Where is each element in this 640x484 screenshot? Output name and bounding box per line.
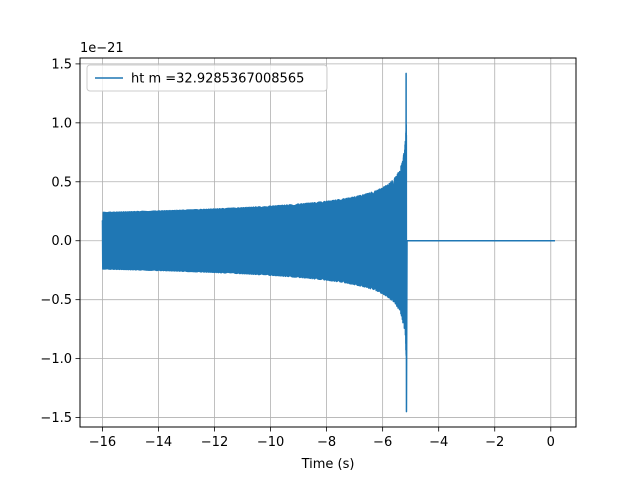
- y-tick-label: 0.5: [51, 175, 72, 190]
- y-tick-label: 1.0: [51, 116, 72, 131]
- x-tick-label: −4: [429, 435, 448, 450]
- legend-entry-label: ht m =32.9285367008565: [131, 72, 304, 87]
- y-tick-label: −1.5: [40, 411, 72, 426]
- x-tick-label: −2: [485, 435, 504, 450]
- x-tick-label: −8: [317, 435, 336, 450]
- series-layer: [101, 72, 555, 413]
- legend: ht m =32.9285367008565: [86, 64, 328, 92]
- plot-frame: [79, 57, 577, 428]
- y-tick-label: −0.5: [40, 293, 72, 308]
- y-tick-label: 1.5: [51, 57, 72, 72]
- x-tick-label: −6: [373, 435, 392, 450]
- x-axis-label: Time (s): [301, 457, 355, 472]
- x-tick-layer: −16 −14 −12 −10 −8 −6 −4 −2 0: [89, 427, 555, 450]
- x-tick-label: −10: [257, 435, 284, 450]
- x-tick-label: −16: [89, 435, 116, 450]
- legend-frame: [86, 64, 328, 92]
- grid-layer: [80, 58, 576, 427]
- series-line: [101, 72, 555, 413]
- y-tick-layer: −1.5 −1.0 −0.5 0.0 0.5 1.0 1.5: [40, 57, 80, 426]
- x-tick-label: 0: [547, 435, 555, 450]
- x-tick-label: −12: [201, 435, 228, 450]
- x-tick-label: −14: [145, 435, 172, 450]
- y-tick-label: 0.0: [51, 234, 72, 249]
- y-offset-text: 1e−21: [80, 41, 124, 56]
- y-tick-label: −1.0: [40, 352, 72, 367]
